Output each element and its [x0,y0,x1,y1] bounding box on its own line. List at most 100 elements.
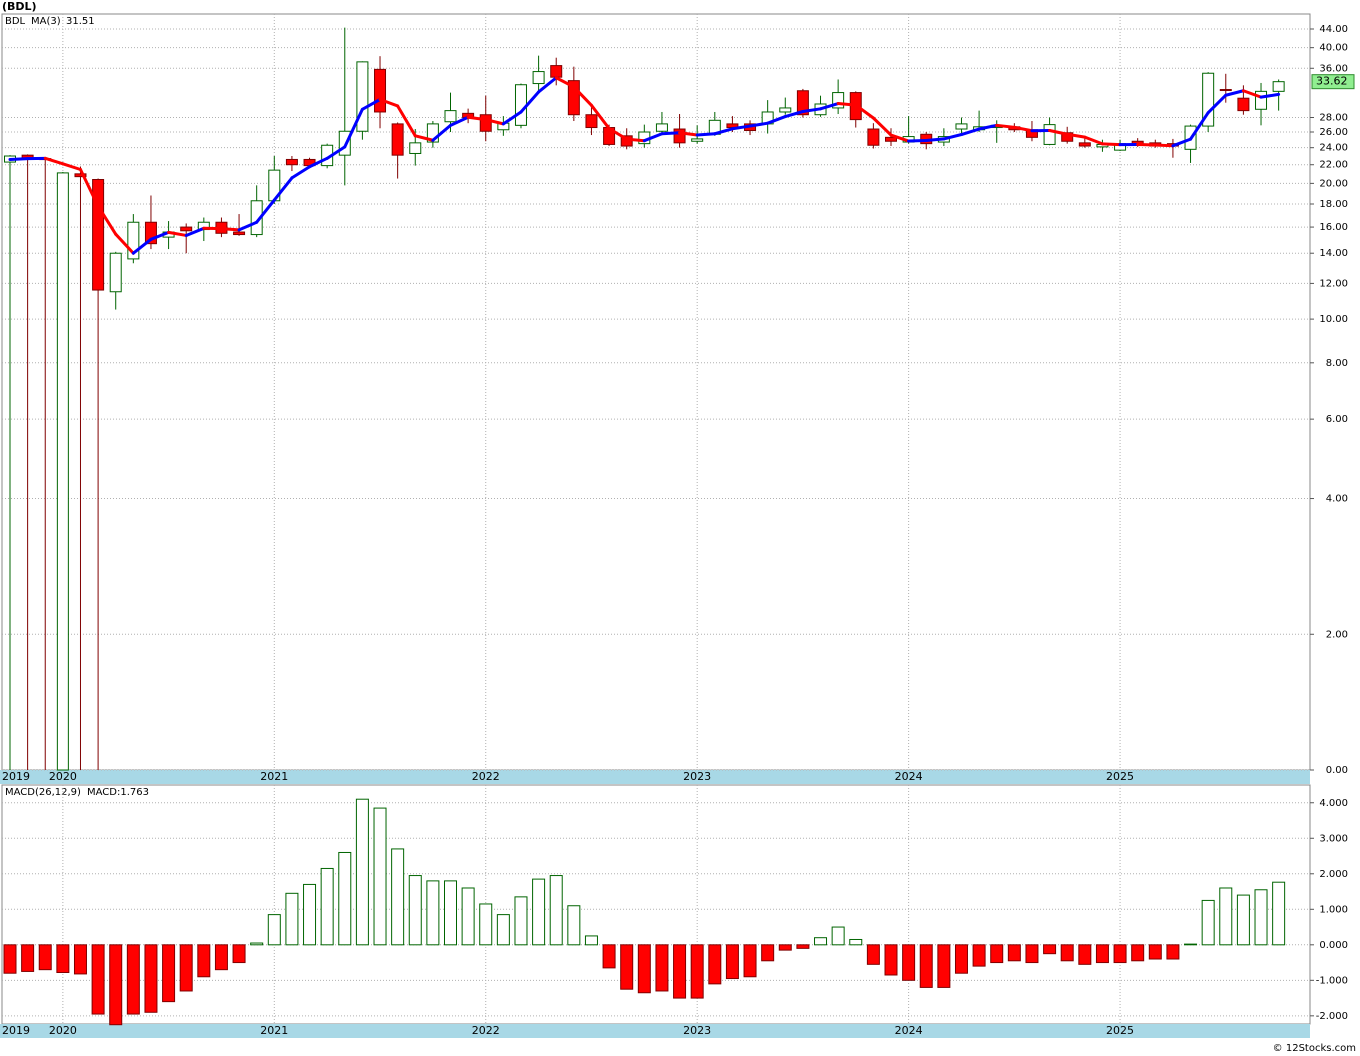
macd-bar [197,944,211,978]
ma-segment [96,204,118,236]
ma-segment [836,102,858,107]
legend-ma: MA(3) [31,16,61,27]
macd-bar [1078,944,1092,965]
ma-segment [184,226,206,237]
last-price-label: 33.62 [1316,75,1348,88]
macd-bar [461,887,475,946]
ma-segment [942,133,963,141]
y-tick-label: 10.00 [1319,314,1348,325]
macd-bar [91,944,105,1015]
ma-segment [537,76,558,94]
macd-bar [990,944,1004,964]
macd-bar [884,944,898,976]
macd-bar [1219,887,1233,946]
y-tick-label: 4.000 [1319,798,1348,809]
ma-segment [959,127,981,137]
ma-segment [907,138,928,143]
ma-segment [378,97,400,108]
macd-bar [109,944,123,1026]
macd-bar [919,944,933,988]
candle-body [585,114,598,129]
macd-bar [637,944,651,994]
y-tick-label: 3.000 [1319,833,1348,844]
macd-bar [1007,944,1021,962]
ma-segment [272,176,294,202]
y-tick-label: 24.00 [1319,143,1348,154]
ma-segment [1136,142,1157,147]
candle-body [338,130,351,156]
macd-bar [514,896,528,946]
candle-body [1255,90,1268,110]
candle-body [832,92,845,109]
y-tick-label: 28.00 [1319,112,1348,123]
ma-segment [519,90,541,114]
ma-segment [1153,143,1175,148]
candle-body [233,231,246,236]
macd-bar [1201,899,1215,946]
macd-bar [373,807,387,946]
candle-body [885,136,897,142]
candle-body [356,61,369,132]
macd-bar [761,944,775,962]
macd-bar [1043,944,1057,955]
ma-segment [1206,93,1228,115]
candle-body [567,80,580,116]
ma-segment [484,118,505,126]
ma-segment [1259,92,1281,99]
ma-segment [255,198,276,224]
x-tick-label: 2021 [260,1024,288,1037]
macd-bar [426,880,440,946]
ma-segment [1189,111,1210,141]
ma-segment [924,137,946,142]
ma-segment [995,123,1016,129]
macd-bar [708,944,722,985]
ma-segment [572,85,593,107]
candle-body [1219,89,1232,92]
macd-bar [144,944,158,1013]
x-tick-label: 2019 [2,1024,30,1037]
ma-segment [625,137,646,143]
ma-segment [43,156,65,166]
macd-bar [338,851,352,946]
x-tick-label: 2023 [683,1024,711,1037]
ma-segment [114,232,135,255]
macd-bar [567,905,581,946]
legend-ma-value: 31.51 [66,16,95,27]
ma-segment [431,123,452,142]
x-tick-label: 2024 [895,770,923,783]
macd-bar [1236,894,1250,946]
ma-segment [713,127,734,136]
macd-bar [320,867,334,946]
date-strip [0,1024,1310,1038]
macd-bar [56,944,70,974]
macd-bar [549,875,563,946]
ma-segment [1083,135,1104,146]
x-tick-label: 2025 [1106,770,1134,783]
macd-bar [831,926,845,946]
macd-bar [725,944,739,980]
candle-body [92,179,105,291]
ma-segment [678,131,699,137]
macd-bar [778,944,792,951]
ma-segment [730,124,752,131]
ma-segment [167,230,188,237]
ma-segment [1241,89,1263,99]
ma-segment [8,157,30,161]
ma-segment [819,102,840,111]
macd-bar [179,944,193,992]
macd-bar [743,944,757,978]
ma-segment [801,107,823,114]
y-tick-label: 18.00 [1319,199,1348,210]
ma-segment [1048,129,1069,136]
macd-bar [3,944,17,974]
y-tick-label: 6.00 [1326,414,1348,425]
legend-symbol: BDL [5,16,26,27]
candle-body [1272,81,1285,92]
ma-segment [589,103,611,130]
macd-bar [162,944,176,1003]
ma-segment [308,156,329,169]
macd-bar [285,892,299,946]
macd-bar [232,944,246,964]
candle-body [109,252,122,293]
